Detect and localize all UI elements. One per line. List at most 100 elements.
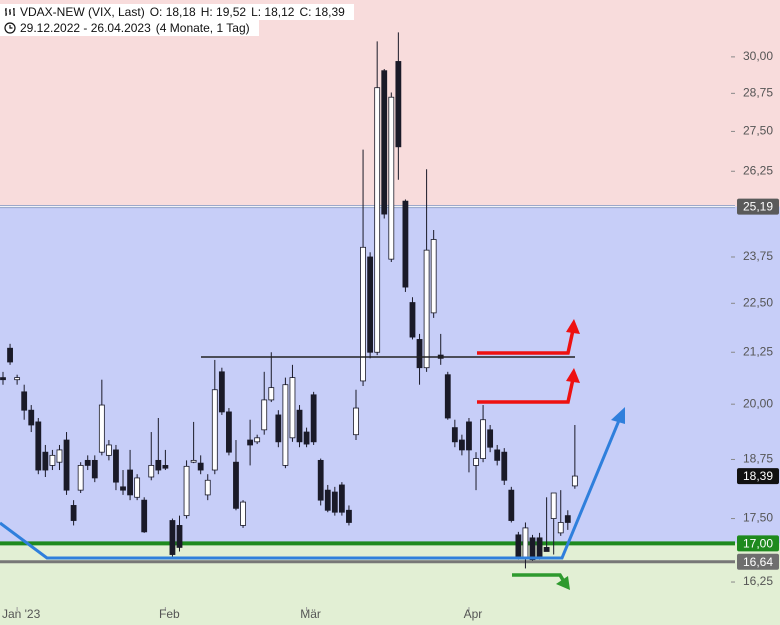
x-tick-label: Jan '23 (2, 607, 41, 621)
last-price-box (737, 468, 779, 485)
candle-body (183, 465, 190, 517)
candle-body (346, 509, 352, 523)
candle-body (367, 256, 374, 353)
clock-icon (4, 22, 16, 34)
candle-body (169, 520, 176, 555)
candle-body (240, 501, 246, 526)
candle-body (21, 391, 28, 411)
trend-arrowhead (611, 407, 625, 424)
y-tick-label: 28,75 (743, 86, 773, 100)
red-arrowhead (566, 319, 580, 334)
candle-body (324, 489, 331, 511)
candle-body (127, 469, 133, 496)
candle-body (303, 431, 310, 445)
candle-body (226, 411, 232, 453)
y-tick-label: 21,25 (743, 344, 773, 358)
axes: 25,19 17,00 16,64 16,25 17,50 18,75 20,00 21,25… (2, 49, 779, 621)
candle-body (381, 70, 388, 215)
y-tick-label: 30,00 (743, 49, 773, 63)
candle-body (14, 377, 21, 381)
candle-body (106, 444, 112, 456)
candle-body (430, 239, 437, 314)
duration: (4 Monate, 1 Tag) (155, 21, 250, 35)
candle-body (296, 409, 303, 443)
candle-body (77, 465, 84, 491)
candle-body (522, 527, 529, 559)
level-label-box (737, 535, 779, 552)
candle-body (473, 458, 479, 466)
red-arrowhead (566, 368, 580, 383)
period-row: 29.12.2022 - 26.04.2023 (4 Monate, 1 Tag) (0, 20, 259, 36)
green-arrowhead (556, 576, 570, 590)
candle-body (155, 459, 162, 471)
candle-body (360, 246, 366, 382)
x-tick-label: Feb (159, 607, 180, 621)
green-arrow (512, 573, 565, 581)
period: 29.12.2022 - 26.04.2023 (20, 21, 151, 35)
y-tick-label: 27,50 (743, 124, 773, 138)
quote-high: H: 19,52 (200, 5, 247, 19)
candle-body (275, 414, 282, 443)
candle-body (416, 339, 423, 369)
candle-body (28, 409, 35, 426)
candle-body (268, 387, 275, 401)
candle-body (543, 547, 550, 552)
candle-body (487, 429, 494, 448)
y-tick-label: 23,75 (743, 249, 773, 263)
candle-body (444, 374, 451, 419)
candle-body (70, 505, 77, 521)
instrument: VDAX-NEW (VIX, Last) (20, 5, 145, 19)
candle-body (91, 459, 98, 479)
candle-body (176, 525, 183, 548)
y-tick-label: 26,25 (743, 163, 773, 177)
candle-body (388, 96, 395, 260)
level-label: 17,00 (743, 537, 773, 551)
candle-body (557, 522, 564, 534)
candle-body (42, 451, 49, 471)
trend-line (0, 417, 622, 560)
candle-body (148, 465, 155, 478)
header-row: VDAX-NEW (VIX, Last) O: 18,18 H: 19,52 L: 1… (0, 4, 354, 20)
x-tick-label: Apr (464, 607, 483, 621)
levels (0, 205, 735, 564)
y-tick-label: 22,50 (743, 295, 773, 309)
candle-body (536, 537, 543, 557)
candle-body (451, 427, 458, 443)
candle-body (338, 484, 345, 513)
candle-body (254, 437, 261, 443)
candle-body (501, 451, 508, 481)
candle-body (571, 475, 578, 487)
quote-open: O: 18,18 (149, 5, 196, 19)
candle-body (508, 489, 515, 521)
chart-icon (5, 8, 15, 16)
candle-body (204, 479, 211, 496)
candle-body (134, 477, 141, 498)
level-label: 16,64 (743, 555, 773, 569)
candle-body (56, 449, 63, 463)
candle-body (409, 302, 416, 338)
candle-body (7, 347, 13, 363)
quote-low: L: 18,12 (251, 5, 295, 19)
candle-body (261, 399, 268, 431)
level-label-box (737, 198, 779, 215)
red-arrow (477, 329, 575, 355)
candle-body (564, 515, 571, 523)
red-arrow (477, 378, 575, 404)
candle-body (120, 486, 126, 491)
x-tick-label: Mär (300, 607, 321, 621)
candle-body (162, 465, 169, 469)
candle-body (423, 249, 430, 369)
candle-body (458, 439, 465, 451)
last-price-label: 18,39 (743, 469, 773, 483)
candle-body (197, 462, 204, 471)
candle-body (218, 371, 225, 413)
candle-body (49, 454, 56, 466)
zone-lower (0, 543, 780, 625)
candle-body (141, 499, 148, 533)
candle-body (353, 407, 359, 436)
candle-body (395, 61, 402, 148)
level-label: 25,19 (743, 200, 773, 214)
candle-body (480, 419, 486, 459)
candle-body (374, 87, 381, 353)
